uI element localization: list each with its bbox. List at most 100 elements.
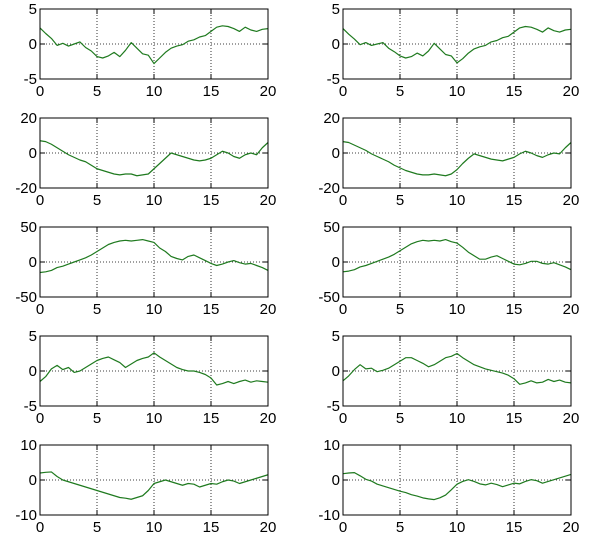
y-tick-label: -20 xyxy=(15,180,37,197)
x-tick-label: 10 xyxy=(449,301,466,318)
x-tick-label: 5 xyxy=(93,83,101,100)
x-tick-label: 20 xyxy=(260,519,277,536)
x-tick-label: 15 xyxy=(506,192,523,209)
x-tick-label: 20 xyxy=(563,83,580,100)
x-tick-label: 0 xyxy=(36,192,44,209)
x-tick-label: 0 xyxy=(36,519,44,536)
y-tick-label: -5 xyxy=(24,398,37,415)
y-tick-label: -5 xyxy=(24,71,37,88)
y-tick-label: 50 xyxy=(323,219,340,236)
x-tick-label: 15 xyxy=(506,410,523,427)
series-line xyxy=(39,239,269,274)
x-tick-label: 5 xyxy=(396,192,404,209)
x-tick-label: 0 xyxy=(339,83,347,100)
x-tick-label: 5 xyxy=(93,301,101,318)
x-tick-label: 5 xyxy=(93,519,101,536)
y-tick-label: -50 xyxy=(318,289,340,306)
x-tick-label: 15 xyxy=(203,519,220,536)
x-tick-label: 0 xyxy=(36,301,44,318)
x-tick-label: 20 xyxy=(563,519,580,536)
x-tick-label: 15 xyxy=(506,83,523,100)
subplot-4-1: 0 5 10 15 20-505 xyxy=(24,328,277,427)
x-tick-label: 5 xyxy=(93,410,101,427)
y-tick-label: 0 xyxy=(332,145,340,162)
x-tick-label: 10 xyxy=(146,410,163,427)
x-tick-label: 15 xyxy=(203,192,220,209)
x-tick-label: 20 xyxy=(260,192,277,209)
series-line xyxy=(39,471,269,500)
x-tick-label: 0 xyxy=(339,410,347,427)
series-line xyxy=(39,25,269,65)
x-tick-label: 0 xyxy=(339,301,347,318)
x-tick-label: 15 xyxy=(506,519,523,536)
y-tick-label: 5 xyxy=(29,1,37,18)
series-line xyxy=(342,25,572,64)
x-tick-label: 15 xyxy=(203,83,220,100)
x-tick-label: 0 xyxy=(36,83,44,100)
x-tick-label: 5 xyxy=(396,410,404,427)
x-tick-label: 20 xyxy=(563,410,580,427)
x-tick-label: 20 xyxy=(260,410,277,427)
y-tick-label: 10 xyxy=(323,437,340,454)
y-tick-label: 0 xyxy=(29,254,37,271)
y-tick-label: 5 xyxy=(332,1,340,18)
x-tick-label: 10 xyxy=(146,192,163,209)
y-tick-label: 10 xyxy=(20,437,37,454)
y-tick-label: -10 xyxy=(15,507,37,524)
x-tick-label: 10 xyxy=(146,301,163,318)
subplot-4-2: 0 5 10 15 20-505 xyxy=(327,328,580,427)
x-tick-label: 10 xyxy=(449,410,466,427)
y-tick-label: 50 xyxy=(20,219,37,236)
series-line xyxy=(342,239,572,273)
x-tick-label: 20 xyxy=(563,301,580,318)
series-line xyxy=(39,352,269,386)
y-tick-label: 0 xyxy=(29,363,37,380)
y-tick-label: -5 xyxy=(327,71,340,88)
x-tick-label: 15 xyxy=(203,301,220,318)
x-tick-label: 20 xyxy=(260,83,277,100)
x-tick-label: 0 xyxy=(36,410,44,427)
y-tick-label: 20 xyxy=(20,110,37,127)
subplot-1-1: 0 5 10 15 20-505 xyxy=(24,1,277,100)
x-tick-label: 5 xyxy=(396,301,404,318)
x-tick-label: 0 xyxy=(339,519,347,536)
series-line xyxy=(39,140,269,177)
y-tick-label: 0 xyxy=(29,472,37,489)
y-tick-label: 0 xyxy=(332,363,340,380)
x-tick-label: 10 xyxy=(449,192,466,209)
y-tick-label: 20 xyxy=(323,110,340,127)
x-tick-label: 10 xyxy=(449,519,466,536)
x-tick-label: 10 xyxy=(449,83,466,100)
y-tick-label: 0 xyxy=(332,472,340,489)
x-tick-label: 20 xyxy=(260,301,277,318)
x-tick-label: 20 xyxy=(563,192,580,209)
x-tick-label: 0 xyxy=(339,192,347,209)
series-line xyxy=(342,472,572,501)
y-tick-label: 0 xyxy=(332,36,340,53)
y-tick-label: -50 xyxy=(15,289,37,306)
x-tick-label: 15 xyxy=(506,301,523,318)
y-tick-label: 0 xyxy=(29,36,37,53)
y-tick-label: -10 xyxy=(318,507,340,524)
y-tick-label: 5 xyxy=(332,328,340,345)
x-tick-label: 5 xyxy=(396,83,404,100)
y-tick-label: -5 xyxy=(327,398,340,415)
x-tick-label: 10 xyxy=(146,83,163,100)
y-tick-label: -20 xyxy=(318,180,340,197)
y-tick-label: 0 xyxy=(29,145,37,162)
series-line xyxy=(342,141,572,177)
y-tick-label: 0 xyxy=(332,254,340,271)
x-tick-label: 5 xyxy=(93,192,101,209)
subplot-1-2: 0 5 10 15 20-505 xyxy=(327,1,580,100)
x-tick-label: 5 xyxy=(396,519,404,536)
x-tick-label: 10 xyxy=(146,519,163,536)
series-line xyxy=(342,352,572,385)
x-tick-label: 15 xyxy=(203,410,220,427)
